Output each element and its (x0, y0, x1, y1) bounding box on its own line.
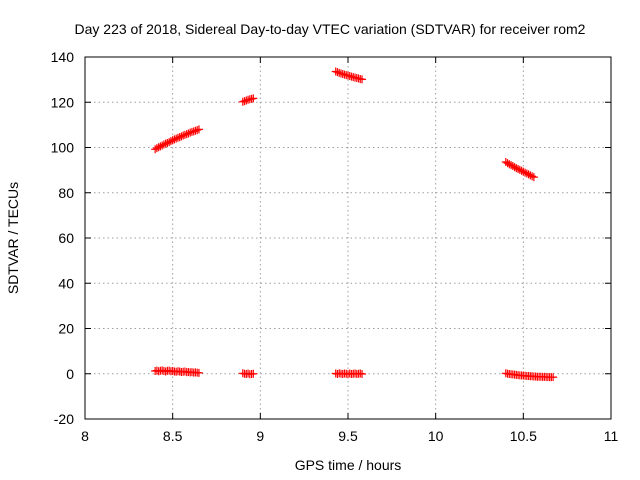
y-tick-label: 60 (58, 230, 74, 246)
data-point (358, 369, 367, 378)
y-tick-label: 20 (58, 321, 74, 337)
data-point (515, 165, 524, 174)
data-point (191, 126, 200, 135)
x-tick-label: 8.5 (163, 428, 183, 444)
y-tick-label: 40 (58, 275, 74, 291)
series-segment-1 (151, 125, 203, 154)
series-segment-2 (238, 94, 258, 106)
data-point (151, 145, 160, 154)
x-tick-label: 10.5 (510, 428, 537, 444)
data-point (519, 167, 528, 176)
data-point (338, 69, 347, 78)
data-point (335, 68, 344, 77)
series-near-zero-1 (151, 366, 203, 377)
x-tick-label: 8 (81, 428, 89, 444)
data-point (249, 94, 258, 103)
data-point (165, 138, 174, 147)
data-point (249, 369, 258, 378)
data-point (170, 135, 179, 144)
data-point (529, 173, 538, 182)
series-near-zero-4 (501, 369, 558, 382)
data-point (331, 67, 340, 76)
y-tick-label: 140 (51, 49, 75, 65)
data-point (172, 134, 181, 143)
data-point (177, 132, 186, 141)
data-point (194, 125, 203, 134)
series-near-zero-3 (331, 369, 367, 379)
data-point (507, 161, 516, 170)
series-segment-4 (501, 157, 538, 182)
data-point (528, 172, 537, 181)
data-point (508, 162, 517, 171)
grid-lines (85, 57, 611, 419)
data-point (517, 166, 526, 175)
series-near-zero-2 (238, 369, 258, 379)
data-point (161, 139, 170, 148)
data-point (242, 96, 251, 105)
data-point (503, 159, 512, 168)
y-tick-label: 80 (58, 185, 74, 201)
data-points (151, 67, 558, 382)
data-point (175, 133, 184, 142)
y-tick-label: 120 (51, 94, 75, 110)
data-point (186, 128, 195, 137)
x-tick-label: 9 (256, 428, 264, 444)
data-point (158, 141, 167, 150)
x-tick-label: 9.5 (338, 428, 358, 444)
chart-title: Day 223 of 2018, Sidereal Day-to-day VTE… (75, 21, 586, 37)
y-axis-label: SDTVAR / TECUs (5, 182, 21, 294)
data-point (156, 142, 165, 151)
data-point (345, 72, 354, 81)
data-point (194, 368, 203, 377)
data-point (159, 140, 168, 149)
data-point (333, 68, 342, 77)
data-point (182, 130, 191, 139)
data-point (510, 163, 519, 172)
data-point (189, 127, 198, 136)
y-tick-label: 100 (51, 140, 75, 156)
data-point (166, 137, 175, 146)
data-point (526, 171, 535, 180)
data-point (154, 143, 163, 152)
x-tick-label: 10 (428, 428, 444, 444)
data-point (512, 164, 521, 173)
data-point (521, 168, 530, 177)
data-point (522, 169, 531, 178)
x-tick-labels: 8 8.5 9 9.5 10 10.5 11 (81, 428, 618, 444)
data-point (163, 138, 172, 147)
data-point (173, 133, 182, 142)
data-point (549, 373, 558, 382)
x-axis-label: GPS time / hours (295, 457, 402, 473)
data-point (240, 97, 249, 106)
y-tick-labels: -20 0 20 40 60 80 100 120 140 (51, 49, 75, 427)
y-tick-label: 0 (66, 366, 74, 382)
series-segment-3 (331, 67, 367, 84)
data-point (152, 144, 161, 153)
data-point (514, 164, 523, 173)
plot-frame (84, 56, 612, 420)
data-point (168, 136, 177, 145)
data-point (358, 75, 367, 84)
data-point (184, 129, 193, 138)
data-point (524, 170, 533, 179)
data-point (505, 160, 514, 169)
data-point (179, 131, 188, 140)
data-point (238, 97, 247, 106)
data-point (193, 126, 202, 135)
x-tick-label: 11 (604, 428, 619, 444)
y-tick-label: -20 (54, 411, 74, 427)
data-point (180, 130, 189, 139)
